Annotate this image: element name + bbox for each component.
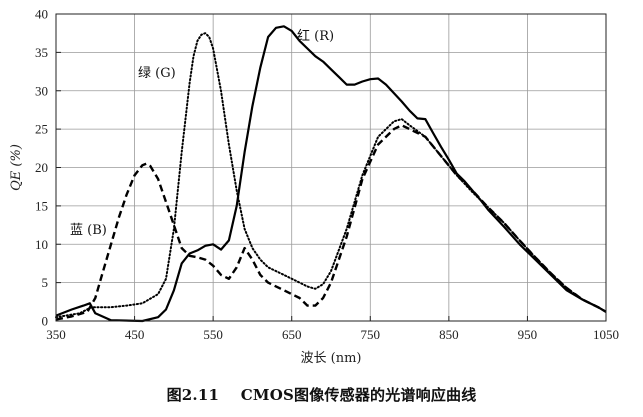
y-tick-label: 10 (35, 237, 48, 252)
series-label-blue: 蓝 (B) (70, 223, 107, 238)
spectral-response-chart: 350 450 550 650 750 850 950 1050 0 5 10 15 20 25 30 35 4… (9, 7, 619, 367)
x-tick-label: 750 (361, 327, 381, 342)
x-tick-label: 450 (125, 327, 145, 342)
series-line-blue (55, 124, 607, 321)
tick-labels: 350 450 550 650 750 850 950 1050 0 5 10 15 20 25 30 35 4… (35, 7, 619, 343)
y-tick-label: 20 (35, 160, 48, 175)
y-tick-label: 35 (35, 45, 48, 60)
x-axis-label: 波长 (nm) (301, 351, 362, 366)
x-tick-label: 1050 (593, 327, 619, 342)
x-tick-label: 350 (46, 327, 66, 342)
axis-ticks (55, 13, 607, 322)
y-tick-label: 30 (35, 83, 48, 98)
x-tick-label: 550 (203, 327, 223, 342)
y-tick-label: 25 (35, 122, 48, 137)
x-tick-label: 650 (282, 327, 302, 342)
grid-lines (56, 14, 606, 321)
x-tick-label: 950 (518, 327, 538, 342)
x-tick-label: 850 (439, 327, 459, 342)
series-line-green (55, 32, 607, 319)
y-axis-label: QE (%) (9, 144, 24, 191)
y-tick-label: 5 (42, 275, 49, 290)
y-tick-label: 0 (42, 314, 49, 329)
y-tick-label: 40 (35, 7, 48, 22)
figure-caption: 图2.11 CMOS图像传感器的光谱响应曲线 (166, 386, 477, 404)
series-label-red: 红 (R) (297, 28, 334, 44)
y-tick-label: 15 (35, 198, 48, 213)
series-label-green: 绿 (G) (138, 66, 176, 81)
series-lines (55, 25, 607, 323)
